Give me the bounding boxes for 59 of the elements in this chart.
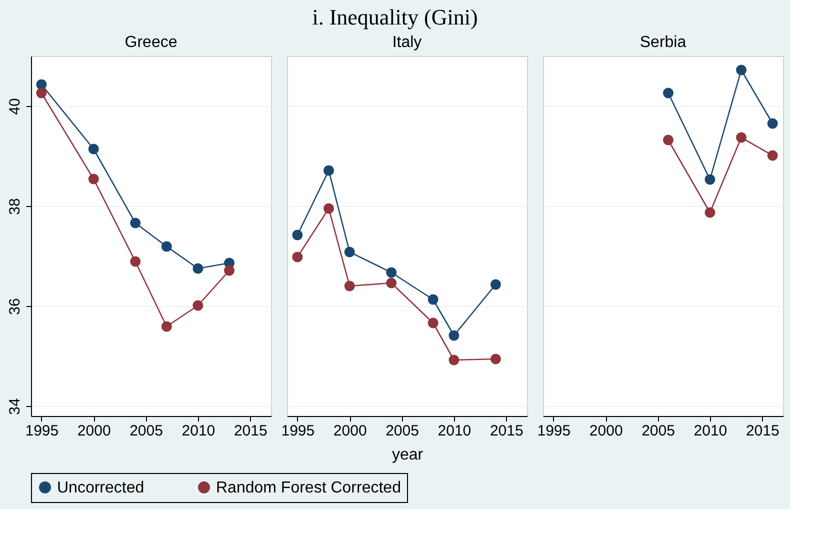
point xyxy=(767,118,778,129)
point xyxy=(292,230,303,240)
x-tick-label: 2010 xyxy=(438,422,472,440)
point xyxy=(428,294,438,305)
legend-label: Uncorrected xyxy=(57,479,144,496)
point xyxy=(344,246,355,258)
point xyxy=(130,218,141,228)
point xyxy=(704,174,716,185)
point xyxy=(323,165,334,176)
point xyxy=(428,318,438,328)
x-tick-label: 2005 xyxy=(386,422,419,440)
x-tick-label: 2010 xyxy=(182,422,216,440)
y-tick-label: 38 xyxy=(6,198,24,215)
point xyxy=(292,252,303,262)
point xyxy=(448,354,460,366)
x-tick-label: 2005 xyxy=(130,422,163,440)
y-tick-label: 40 xyxy=(6,98,24,115)
point xyxy=(736,64,747,76)
point xyxy=(736,132,747,143)
chart-title: Greece xyxy=(124,34,178,51)
point xyxy=(88,144,99,154)
point xyxy=(36,88,47,98)
chart-title: Italy xyxy=(392,34,422,51)
text: i. Inequality (Gini) xyxy=(312,4,478,30)
point xyxy=(161,321,172,332)
x-tick-label: 2000 xyxy=(333,422,367,440)
point xyxy=(767,150,778,161)
point xyxy=(448,330,460,341)
x-tick-label: 2005 xyxy=(642,422,675,440)
x-axis-title: year xyxy=(392,446,424,464)
y-tick-label: 36 xyxy=(6,298,24,315)
point xyxy=(386,278,397,288)
point xyxy=(192,263,204,274)
point xyxy=(36,79,47,90)
x-tick-label: 2000 xyxy=(77,422,111,440)
x-tick-label: 1995 xyxy=(25,422,59,440)
point xyxy=(192,300,204,311)
point xyxy=(490,279,501,290)
x-tick-label: 2015 xyxy=(234,422,268,440)
point xyxy=(490,354,501,364)
legend-label: Random Forest Corrected xyxy=(216,479,401,496)
point xyxy=(224,265,235,276)
x-tick-label: 1995 xyxy=(537,422,571,440)
point xyxy=(662,88,674,98)
x-tick-label: 2010 xyxy=(694,422,728,440)
x-tick-label: 2015 xyxy=(490,422,524,440)
point xyxy=(344,280,355,292)
chart-title: Serbia xyxy=(640,34,686,51)
point xyxy=(386,267,397,278)
point xyxy=(88,174,99,184)
point xyxy=(161,241,172,252)
x-tick-label: 2015 xyxy=(746,422,780,440)
x-tick-label: 1995 xyxy=(281,422,315,440)
x-tick-label: 2000 xyxy=(589,422,623,440)
point xyxy=(704,207,716,218)
point xyxy=(130,256,141,267)
y-tick-label: 34 xyxy=(6,398,24,415)
point xyxy=(662,134,674,146)
point xyxy=(323,203,334,214)
